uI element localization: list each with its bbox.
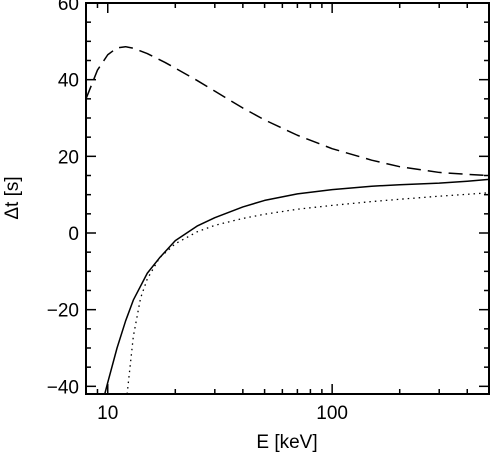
series-line-solid [104, 178, 489, 394]
x-tick-label: 10 [97, 403, 118, 424]
series-line-dotted [126, 192, 489, 394]
y-tick-label: 20 [58, 147, 79, 168]
x-tick-label: 100 [316, 403, 348, 424]
y-tick-label: 40 [58, 71, 79, 92]
series-line-dashed [86, 45, 489, 177]
y-axis-title: Δt [s] [2, 176, 23, 219]
x-axis-title: E [keV] [256, 432, 317, 453]
y-tick-label: 60 [58, 0, 79, 15]
y-tick-label: 0 [68, 224, 79, 245]
plot-frame [85, 2, 490, 395]
y-tick-label: −40 [47, 377, 79, 398]
y-tick-label: −20 [47, 301, 79, 322]
